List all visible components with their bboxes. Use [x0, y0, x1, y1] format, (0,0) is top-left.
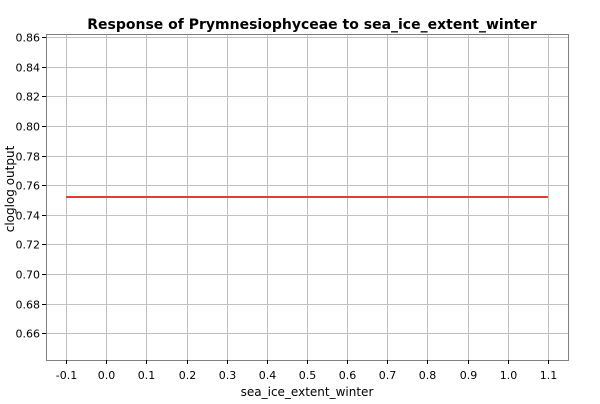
x-tick-label: 0.0 [98, 369, 116, 382]
y-tick-label: 0.68 [16, 299, 41, 312]
x-tick-label: 1.0 [500, 369, 518, 382]
y-tick-label: 0.84 [16, 62, 41, 75]
y-tick-label: 0.70 [16, 269, 41, 282]
x-tick-label: 0.1 [138, 369, 156, 382]
y-tick-label: 0.82 [16, 91, 41, 104]
chart-title: Response of Prymnesiophyceae to sea_ice_… [87, 17, 537, 33]
x-tick-label: 0.9 [460, 369, 478, 382]
y-tick-label: 0.66 [16, 328, 41, 341]
x-axis-label: sea_ice_extent_winter [241, 385, 374, 399]
x-tick-label: 0.4 [259, 369, 277, 382]
axes: -0.1 0.0 0.1 0.2 0.3 0.4 0.5 0.6 0.7 0.8 0.9 1.0 1.1… [16, 32, 558, 383]
y-tick-label: 0.78 [16, 151, 41, 164]
x-tick-label: 0.8 [419, 369, 437, 382]
y-tick-label: 0.72 [16, 239, 41, 252]
y-tick-label: 0.80 [16, 121, 41, 134]
x-tick-label: 0.7 [379, 369, 397, 382]
x-tick-label: -0.1 [56, 369, 77, 382]
x-tick-label: 0.3 [219, 369, 237, 382]
x-tick-label: 1.1 [540, 369, 558, 382]
y-tick-label: 0.76 [16, 180, 41, 193]
x-tick-label: 0.6 [339, 369, 357, 382]
x-tick-label: 0.2 [179, 369, 197, 382]
y-tick-label: 0.74 [16, 210, 41, 223]
y-axis-label: cloglog output [3, 145, 17, 232]
x-tick-label: 0.5 [299, 369, 317, 382]
y-tick-label: 0.86 [16, 32, 41, 45]
